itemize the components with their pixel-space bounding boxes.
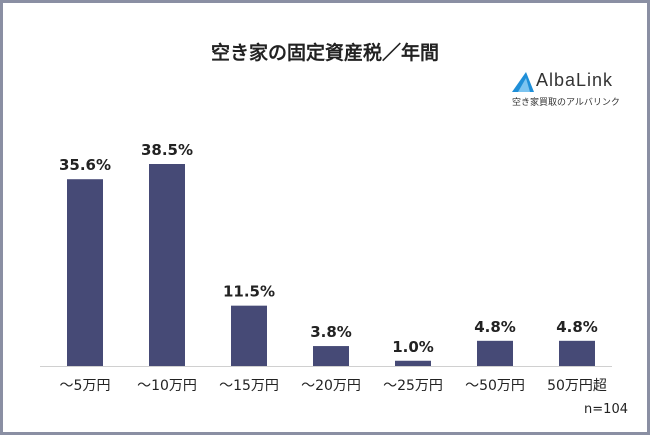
bar [477, 340, 513, 366]
bar [559, 340, 595, 366]
sample-size: n=104 [584, 402, 628, 417]
x-tick-label: ～5万円 [60, 378, 111, 394]
data-label: 3.8% [310, 323, 352, 341]
x-tick-label: ～20万円 [301, 378, 361, 394]
logo-tagline: 空き家買取のアルバリンク [512, 98, 620, 108]
bar [231, 305, 267, 366]
x-tick-label: ～25万円 [383, 378, 443, 394]
chart-title: 空き家の固定資産税／年間 [210, 42, 439, 64]
x-tick-label: ～50万円 [465, 378, 525, 394]
x-tick-label: ～15万円 [219, 378, 279, 394]
x-tick-label: 50万円超 [547, 378, 607, 394]
bar [149, 164, 185, 366]
bar [313, 346, 349, 366]
x-tick-label: ～10万円 [137, 378, 197, 394]
logo-mark-icon [512, 72, 534, 92]
data-label: 4.8% [474, 318, 516, 336]
logo-name: AlbaLink [536, 70, 614, 90]
data-label: 38.5% [141, 141, 193, 159]
data-label: 11.5% [223, 283, 275, 301]
data-label: 1.0% [392, 338, 434, 356]
bar [395, 360, 431, 366]
data-label: 35.6% [59, 156, 111, 174]
bar [67, 179, 103, 366]
data-label: 4.8% [556, 318, 598, 336]
